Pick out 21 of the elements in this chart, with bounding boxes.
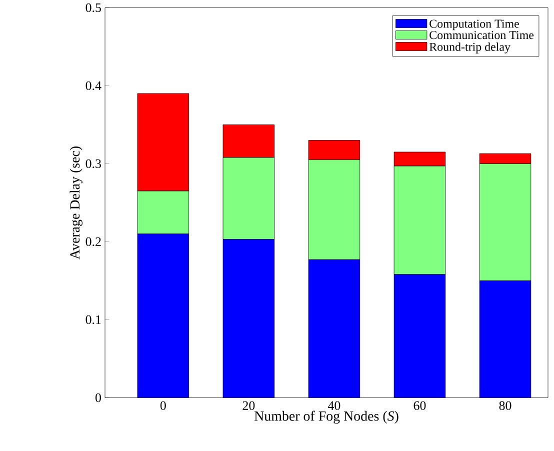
legend-label: Computation Time bbox=[430, 20, 519, 30]
bar bbox=[479, 280, 532, 398]
x-tick-label: 0 bbox=[160, 401, 166, 410]
x-tick-label: 60 bbox=[414, 401, 426, 410]
bar bbox=[394, 274, 446, 398]
x-tick-label: 80 bbox=[499, 401, 512, 410]
bar bbox=[222, 239, 275, 398]
y-tick-label: 0.3 bbox=[86, 159, 101, 168]
legend-label: Round-trip delay bbox=[429, 42, 510, 54]
bar bbox=[308, 260, 360, 398]
x-tick-label: 20 bbox=[242, 401, 255, 410]
y-axis-title: Average Delay (sec) bbox=[70, 146, 82, 260]
y-tick-label: 0.1 bbox=[86, 315, 101, 324]
y-tick-label: 0 bbox=[96, 393, 101, 402]
y-tick-label: 0.5 bbox=[86, 3, 101, 12]
y-tick-label: 0.2 bbox=[86, 237, 101, 246]
y-tick-label: 0.4 bbox=[86, 81, 102, 90]
x-axis-title: Number of Fog Nodes (S) bbox=[254, 410, 398, 424]
legend-label: Communication Time bbox=[430, 31, 534, 40]
x-tick-label: 40 bbox=[328, 401, 340, 410]
bar bbox=[137, 234, 190, 398]
